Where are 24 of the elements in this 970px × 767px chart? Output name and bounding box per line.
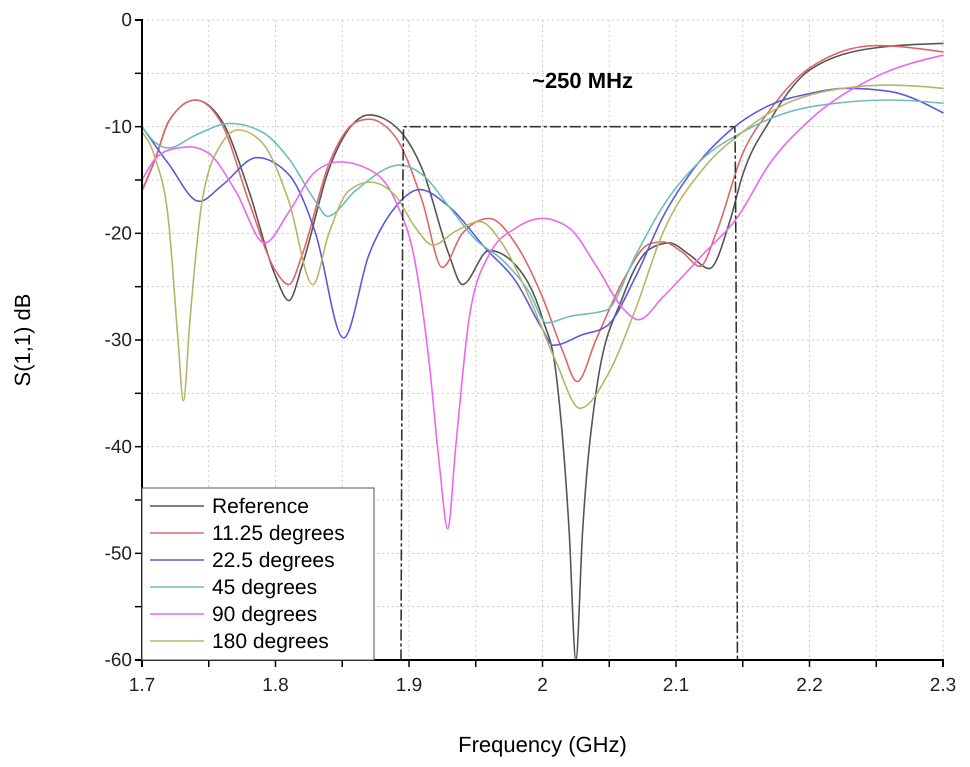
legend-label: 90 degrees: [212, 603, 318, 626]
y-tick-label: -40: [104, 436, 132, 458]
legend-label: 45 degrees: [212, 576, 318, 599]
legend-label: 180 degrees: [212, 630, 329, 653]
x-tick-label: 1.8: [262, 674, 289, 696]
x-tick-label: 2: [537, 674, 548, 696]
line-series: [141, 44, 944, 382]
y-tick-label: -20: [104, 223, 132, 244]
legend-label: 11.25 degrees: [212, 522, 345, 545]
y-tick-label: -60: [104, 650, 132, 672]
annotation: ~250 MHz: [532, 68, 633, 93]
x-tick-label: 2.3: [930, 674, 956, 696]
y-tick-label: 0: [121, 10, 132, 32]
legend-label: Reference: [212, 495, 309, 518]
x-tick-label: 1.9: [396, 674, 422, 696]
x-tick-label: 2.2: [796, 674, 823, 696]
x-tick-label: 2.1: [662, 674, 690, 696]
y-axis-title: S(1,1) dB: [10, 294, 35, 386]
y-tick-label: -50: [104, 543, 132, 564]
y-tick-label: -10: [104, 116, 132, 138]
x-axis-title: Frequency (GHz): [458, 732, 627, 757]
x-tick-label: 1.7: [128, 674, 156, 696]
legend-label: 22.5 degrees: [212, 549, 335, 572]
y-tick-label: -30: [104, 330, 132, 352]
